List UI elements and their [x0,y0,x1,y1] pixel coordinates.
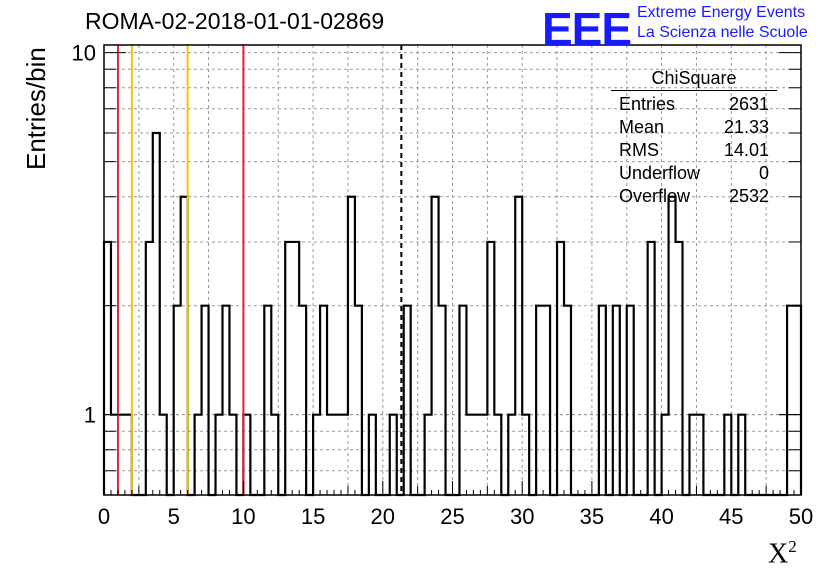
stats-label: RMS [619,140,659,160]
x-tick-label: 5 [168,504,180,529]
stats-label: Underflow [619,163,701,183]
x-tick-label: 0 [98,504,110,529]
stats-value: 2532 [728,186,769,206]
x-tick-label: 30 [510,504,534,529]
stats-row-underflow: Underflow 0 [611,162,777,185]
x-axis-label: X2 [768,537,797,570]
x-tick-label: 35 [580,504,604,529]
brand-line-2: La Scienza nelle Scuole [637,24,808,41]
stats-title: ChiSquare [611,68,777,91]
brand-line-1: Extreme Energy Events [637,4,806,21]
stats-row-overflow: Overflow 2532 [611,185,777,208]
x-tick-label: 25 [440,504,464,529]
eee-logo: EEE [542,3,632,55]
stats-row-entries: Entries 2631 [611,93,777,116]
y-tick-label: 10 [72,41,96,66]
y-axis-label: Entries/bin [21,47,51,170]
stats-label: Mean [619,117,665,137]
stats-label: Overflow [619,186,691,206]
x-tick-label: 50 [789,504,813,529]
stats-value: 14.01 [723,140,769,160]
stats-value: 21.33 [723,117,769,137]
x-tick-label: 20 [371,504,395,529]
stats-value: 0 [758,163,769,183]
x-tick-label: 45 [719,504,743,529]
stats-value: 2631 [728,94,769,114]
stats-box: ChiSquare Entries 2631 Mean 21.33 RMS 14.01… [611,68,777,208]
x-axis-label-base: X [768,538,789,570]
x-tick-label: 10 [231,504,255,529]
stats-row-rms: RMS 14.01 [611,139,777,162]
y-tick-label: 1 [84,403,96,428]
x-tick-label: 40 [649,504,673,529]
x-tick-label: 15 [301,504,325,529]
x-axis-label-superscript: 2 [788,537,797,556]
stats-row-mean: Mean 21.33 [611,116,777,139]
histogram-series [102,131,803,497]
chart-title: ROMA-02-2018-01-01-02869 [85,8,385,34]
stats-label: Entries [619,94,676,114]
